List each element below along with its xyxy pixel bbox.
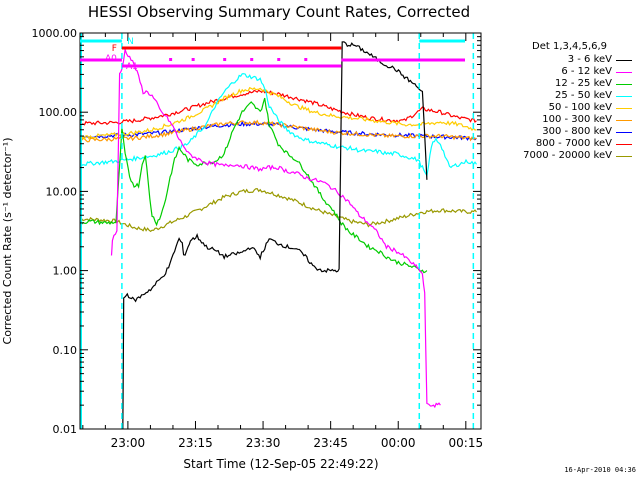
legend-swatch bbox=[616, 144, 632, 145]
legend-swatch bbox=[616, 60, 632, 61]
flag-dot bbox=[277, 58, 281, 61]
x-tick-label: 23:45 bbox=[313, 436, 348, 450]
legend-item: 100 - 300 keV bbox=[482, 114, 634, 126]
y-tick-label: 1.00 bbox=[53, 265, 78, 278]
legend-label: 50 - 100 keV bbox=[548, 102, 612, 113]
legend-item: 3 - 6 keV bbox=[482, 54, 634, 66]
legend-swatch bbox=[616, 108, 632, 109]
series-line bbox=[80, 86, 477, 141]
legend-swatch bbox=[616, 72, 632, 73]
legend-label: 12 - 25 keV bbox=[554, 78, 612, 89]
legend-label: 6 - 12 keV bbox=[561, 66, 612, 77]
series-line bbox=[80, 187, 477, 233]
flag-dot bbox=[191, 58, 195, 61]
legend-swatch bbox=[616, 96, 632, 97]
flag-dot bbox=[169, 58, 173, 61]
series-line bbox=[122, 41, 428, 429]
series-line bbox=[110, 49, 441, 409]
legend-item: 300 - 800 keV bbox=[482, 126, 634, 138]
x-tick-label: 00:15 bbox=[449, 436, 484, 450]
x-axis-label: Start Time (12-Sep-05 22:49:22) bbox=[183, 457, 378, 471]
y-tick-label: 1000.00 bbox=[32, 27, 78, 40]
legend-swatch bbox=[616, 156, 632, 157]
legend-item: 7000 - 20000 keV bbox=[482, 150, 634, 162]
y-tick-label: 0.01 bbox=[53, 423, 78, 436]
series-line bbox=[80, 89, 477, 126]
x-tick-label: 23:15 bbox=[178, 436, 213, 450]
legend-label: 25 - 50 keV bbox=[554, 90, 612, 101]
chart-title: HESSI Observing Summary Count Rates, Cor… bbox=[88, 3, 470, 21]
legend-item: 6 - 12 keV bbox=[482, 66, 634, 78]
series-line bbox=[80, 119, 477, 143]
x-tick-label: 00:00 bbox=[381, 436, 416, 450]
y-axis-label: Corrected Count Rate (s⁻¹ detector⁻¹) bbox=[1, 138, 14, 345]
flag-label-flare: F bbox=[112, 44, 117, 54]
legend-swatch bbox=[616, 132, 632, 133]
plot-frame bbox=[79, 32, 482, 430]
legend-label: 800 - 7000 keV bbox=[535, 138, 612, 149]
flag-label-night: N bbox=[127, 37, 134, 47]
y-tick-label: 10.00 bbox=[46, 185, 78, 198]
flag-label-a0: A0 bbox=[105, 54, 117, 64]
flag-dot bbox=[223, 58, 227, 61]
flag-label-a1: A1 bbox=[126, 62, 138, 72]
legend-item: 800 - 7000 keV bbox=[482, 138, 634, 150]
legend-label: 3 - 6 keV bbox=[567, 54, 612, 65]
flag-dot bbox=[250, 58, 254, 61]
y-tick-label: 0.10 bbox=[53, 344, 78, 357]
footer-date: 16-Apr-2010 04:36 bbox=[564, 466, 636, 474]
legend-item: 25 - 50 keV bbox=[482, 90, 634, 102]
legend-label: 100 - 300 keV bbox=[542, 114, 612, 125]
legend-label: 300 - 800 keV bbox=[542, 126, 612, 137]
legend-swatch bbox=[616, 84, 632, 85]
legend-swatch bbox=[616, 120, 632, 121]
legend-item: 50 - 100 keV bbox=[482, 102, 634, 114]
legend-item: 12 - 25 keV bbox=[482, 78, 634, 90]
series-line bbox=[80, 97, 428, 274]
y-tick-label: 100.00 bbox=[39, 106, 78, 119]
legend-title: Det 1,3,4,5,6,9 bbox=[532, 41, 608, 52]
series-line bbox=[80, 73, 477, 178]
x-tick-label: 23:00 bbox=[111, 436, 146, 450]
x-tick-label: 23:30 bbox=[246, 436, 281, 450]
legend-label: 7000 - 20000 keV bbox=[523, 150, 612, 161]
flag-dot bbox=[304, 58, 308, 61]
legend: 3 - 6 keV 6 - 12 keV 12 - 25 keV 25 - 50 ke… bbox=[482, 54, 634, 162]
